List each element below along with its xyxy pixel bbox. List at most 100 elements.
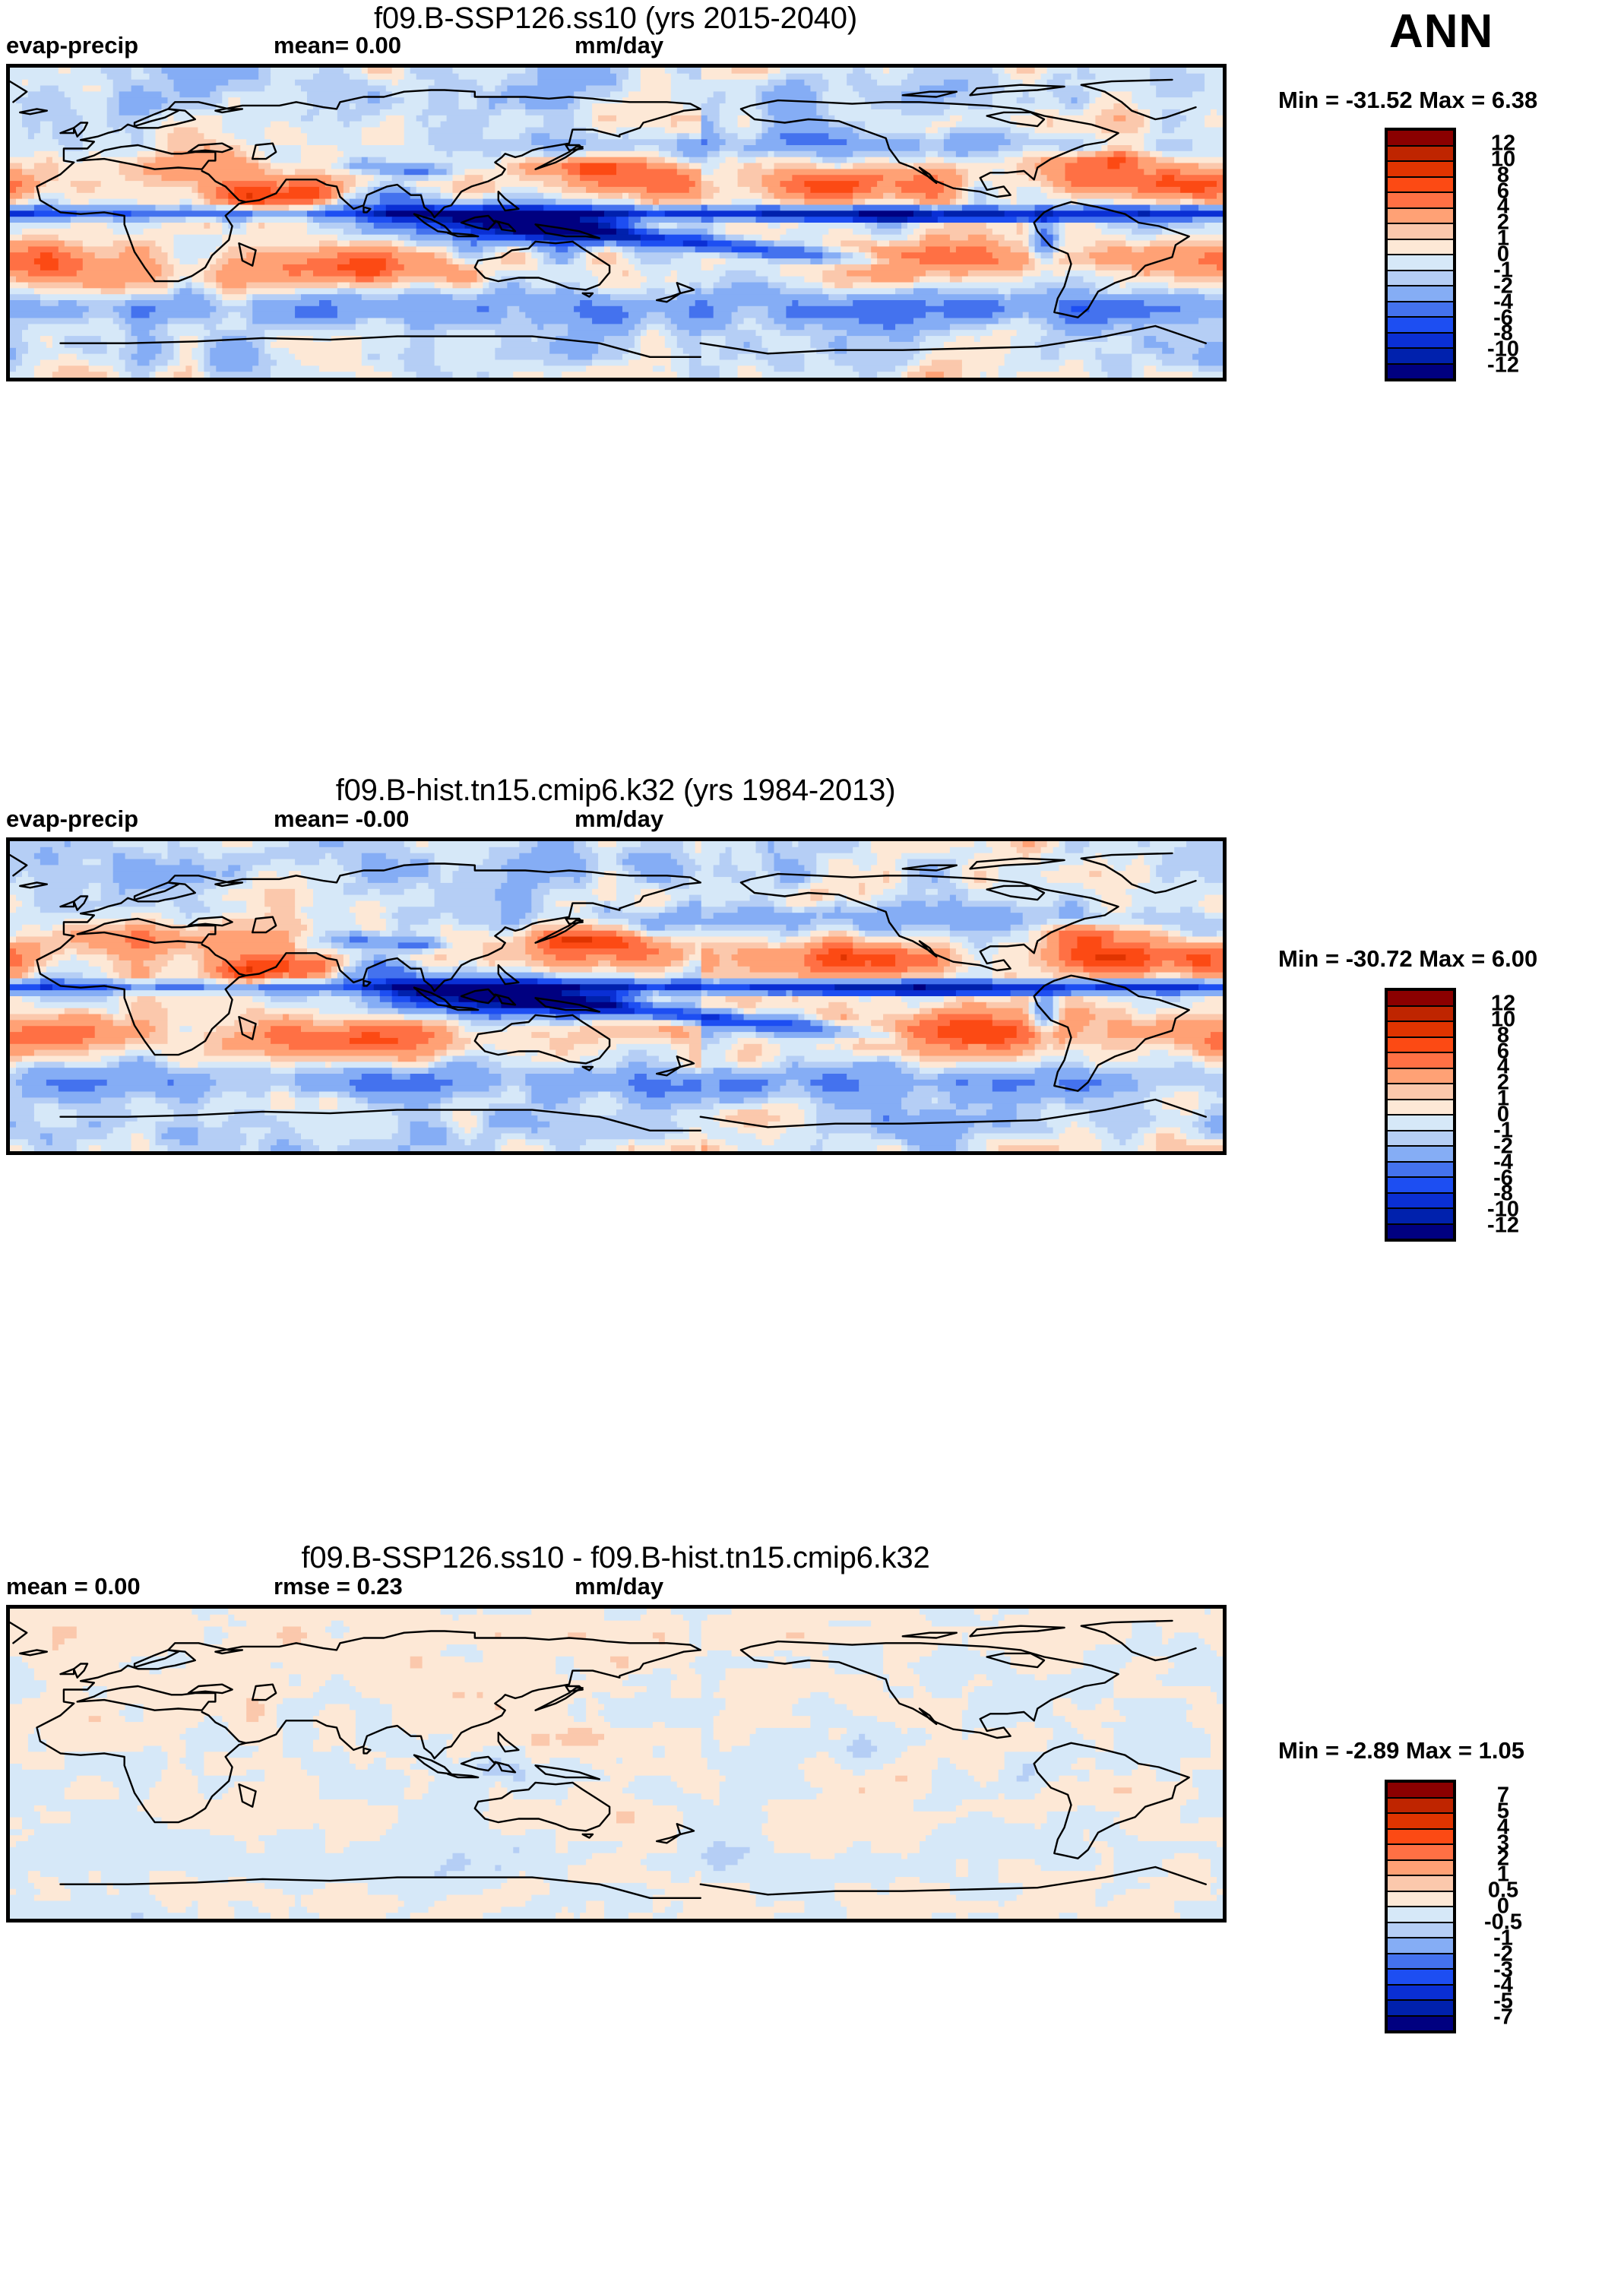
colorbar-swatch-12 xyxy=(1388,1970,1453,1986)
colorbar-swatch-15 xyxy=(1388,364,1453,378)
colorbar-tick: 2 xyxy=(1496,1070,1510,1095)
colorbar-swatch-15 xyxy=(1388,2016,1453,2030)
panel-3-mean-label: mean = 0.00 xyxy=(6,1573,141,1600)
panel-3-title: f09.B-SSP126.ss10 - f09.B-hist.tn15.cmip… xyxy=(301,1541,930,1574)
colorbar-swatch-0 xyxy=(1388,1783,1453,1799)
colorbar-tick: -1 xyxy=(1493,1118,1513,1143)
panel-1-left-label: evap-precip xyxy=(6,32,139,59)
panel-2-map xyxy=(6,837,1227,1155)
colorbar-tick: -2 xyxy=(1493,274,1513,299)
colorbar-swatch-11 xyxy=(1388,1162,1453,1178)
colorbar-swatch-13 xyxy=(1388,1193,1453,1209)
colorbar-tick: 7 xyxy=(1496,1783,1510,1808)
colorbar-swatch-14 xyxy=(1388,349,1453,365)
colorbar-tick: 0.5 xyxy=(1487,1878,1519,1903)
colorbar-swatch-8 xyxy=(1388,255,1453,271)
colorbar-tick: -8 xyxy=(1493,1181,1513,1206)
colorbar-tick: 0 xyxy=(1496,242,1510,267)
colorbar-swatch-3 xyxy=(1388,1829,1453,1845)
colorbar-tick: -10 xyxy=(1487,1197,1519,1222)
panel-2-title: f09.B-hist.tn15.cmip6.k32 (yrs 1984-2013… xyxy=(335,774,896,807)
colorbar-swatch-5 xyxy=(1388,1860,1453,1876)
panel-3-minmax: Min = -2.89 Max = 1.05 xyxy=(1278,1737,1524,1764)
colorbar-swatch-9 xyxy=(1388,1922,1453,1938)
colorbar-swatch-9 xyxy=(1388,1131,1453,1147)
panel-1-colorbar: 12 10 8 6 4 2 1 0 -1 -2 -4 -6 -8 -10 -12 xyxy=(1385,128,1613,381)
colorbar-tick: -4 xyxy=(1493,290,1513,315)
colorbar-swatch-8 xyxy=(1388,1116,1453,1131)
panel-2-colorbar: 12 10 8 6 4 2 1 0 -1 -2 -4 -6 -8 -10 -12 xyxy=(1385,988,1613,1242)
colorbar-swatch-11 xyxy=(1388,1954,1453,1970)
colorbar-tick: -1 xyxy=(1493,258,1513,283)
coastlines xyxy=(10,78,1207,358)
colorbar-swatch-8 xyxy=(1388,1907,1453,1923)
colorbar-swatch-3 xyxy=(1388,177,1453,193)
colorbar-swatch-14 xyxy=(1388,2001,1453,2017)
colorbar-swatch-11 xyxy=(1388,302,1453,318)
panel-3-rmse-label: rmse = 0.23 xyxy=(274,1573,403,1600)
map-canvas xyxy=(10,841,1223,1151)
colorbar-tick: -6 xyxy=(1493,1166,1513,1190)
colorbar-swatches xyxy=(1385,128,1456,381)
colorbar-swatch-10 xyxy=(1388,1938,1453,1954)
colorbar-tick: 1 xyxy=(1496,1086,1510,1111)
panel-2-left-label: evap-precip xyxy=(6,805,139,832)
colorbar-swatch-1 xyxy=(1388,146,1453,162)
colorbar-tick: -2 xyxy=(1493,1941,1513,1967)
contour-fill xyxy=(10,1609,1223,1919)
panel-3-map xyxy=(6,1605,1227,1922)
colorbar-tick: 6 xyxy=(1496,1039,1510,1063)
colorbar-swatch-6 xyxy=(1388,224,1453,240)
colorbar-swatch-5 xyxy=(1388,1068,1453,1084)
colorbar-swatch-2 xyxy=(1388,162,1453,178)
colorbar-swatch-10 xyxy=(1388,1147,1453,1163)
colorbar-tick: 4 xyxy=(1496,194,1510,219)
colorbar-swatch-10 xyxy=(1388,286,1453,302)
panel-1-units-label: mm/day xyxy=(575,32,664,59)
colorbar-swatch-12 xyxy=(1388,318,1453,334)
colorbar-swatch-14 xyxy=(1388,1209,1453,1225)
colorbar-swatch-6 xyxy=(1388,1084,1453,1100)
colorbar-tick: -3 xyxy=(1493,1957,1513,1982)
colorbar-tick: 12 xyxy=(1490,991,1516,1016)
colorbar-swatch-4 xyxy=(1388,1053,1453,1069)
colorbar-tick: 2 xyxy=(1496,1846,1510,1871)
colorbar-tick: 1 xyxy=(1496,1862,1510,1887)
colorbar-swatch-0 xyxy=(1388,131,1453,147)
colorbar-swatch-2 xyxy=(1388,1022,1453,1038)
colorbar-tick: -5 xyxy=(1493,1989,1513,2014)
colorbar-tick: 8 xyxy=(1496,163,1510,188)
colorbar-tick: 2 xyxy=(1496,210,1510,235)
colorbar-swatch-0 xyxy=(1388,991,1453,1007)
panel-2-center-label: mean= -0.00 xyxy=(274,805,410,832)
panel-2-minmax: Min = -30.72 Max = 6.00 xyxy=(1278,945,1538,972)
colorbar-swatch-9 xyxy=(1388,271,1453,286)
coastlines xyxy=(10,852,1207,1131)
colorbar-swatch-4 xyxy=(1388,1845,1453,1861)
colorbar-tick: -10 xyxy=(1487,337,1519,362)
season-label: ANN xyxy=(1389,5,1494,58)
colorbar-tick: 4 xyxy=(1496,1815,1510,1840)
panel-3-units-label: mm/day xyxy=(575,1573,664,1600)
panel-1-title: f09.B-SSP126.ss10 (yrs 2015-2040) xyxy=(374,2,857,35)
colorbar-tick: -4 xyxy=(1493,1973,1513,1998)
panel-3-colorbar: 7 5 4 3 2 1 0.5 0 -0.5 -1 -2 -3 -4 -5 -7 xyxy=(1385,1780,1613,2033)
contour-fill xyxy=(10,841,1223,1151)
colorbar-swatch-13 xyxy=(1388,1985,1453,2001)
colorbar-tick: 10 xyxy=(1490,147,1516,172)
panel-2-units-label: mm/day xyxy=(575,805,664,832)
colorbar-swatch-13 xyxy=(1388,333,1453,349)
colorbar-swatch-5 xyxy=(1388,208,1453,224)
colorbar-swatch-12 xyxy=(1388,1178,1453,1194)
colorbar-swatch-6 xyxy=(1388,1876,1453,1892)
colorbar-tick: 5 xyxy=(1496,1799,1510,1824)
colorbar-swatch-15 xyxy=(1388,1224,1453,1239)
colorbar-swatches xyxy=(1385,1780,1456,2033)
colorbar-swatch-1 xyxy=(1388,1798,1453,1814)
colorbar-tick: 0 xyxy=(1496,1894,1510,1919)
colorbar-tick: 6 xyxy=(1496,179,1510,203)
colorbar-tick: 3 xyxy=(1496,1831,1510,1855)
colorbar-tick: -1 xyxy=(1493,1926,1513,1951)
colorbar-tick: -8 xyxy=(1493,321,1513,346)
panel-1-center-label: mean= 0.00 xyxy=(274,32,402,59)
